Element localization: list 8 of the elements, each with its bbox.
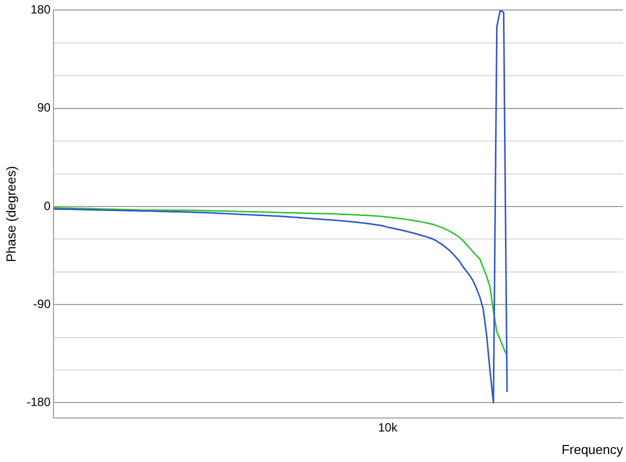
y-tick-label: 180 — [30, 2, 51, 17]
y-tick-label: 90 — [37, 100, 51, 115]
y-tick-label: -90 — [33, 296, 51, 311]
x-tick-label: 10k — [378, 420, 398, 435]
y-axis-title: Phase (degrees) — [3, 166, 18, 262]
y-tick-label: -180 — [26, 395, 51, 410]
y-tick-label: 0 — [44, 198, 51, 213]
x-axis-title: Frequency — [562, 442, 624, 457]
